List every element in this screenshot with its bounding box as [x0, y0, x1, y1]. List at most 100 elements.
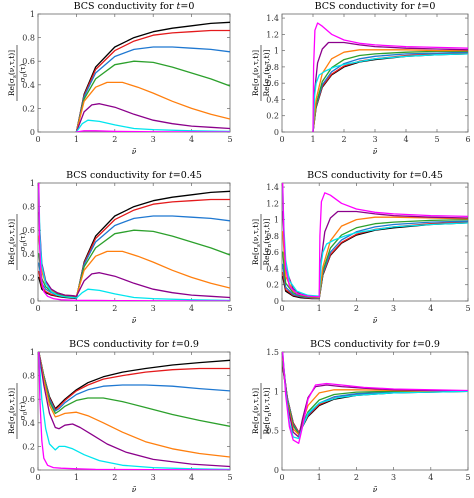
- y-label-numerator-sub: s: [256, 413, 262, 416]
- chart-title-prefix: BCS conductivity for: [307, 170, 410, 181]
- y-axis-label: Re[σs(ν,τ,t)]Re[σn(ν,τ,t)]: [251, 214, 273, 270]
- y-tick-label: 1.5: [266, 348, 279, 357]
- series-group: [38, 183, 230, 301]
- y-tick-label: 0.8: [266, 63, 279, 72]
- x-tick-label: 3: [391, 304, 396, 313]
- y-label-denominator: σ0(τ): [18, 402, 29, 421]
- series-line-3: [312, 50, 468, 132]
- series-line-6: [282, 186, 468, 297]
- x-tick-label: 0: [35, 304, 40, 313]
- x-tick-label: 5: [227, 304, 232, 313]
- y-tick-label: 0.2: [22, 273, 35, 282]
- chart-title-var: t: [413, 339, 417, 350]
- chart-title-prefix: BCS conductivity for: [74, 1, 177, 12]
- chart-title-prefix: BCS conductivity for: [310, 339, 413, 350]
- x-tick-label: 5: [434, 135, 439, 144]
- chart-title-value: =0: [421, 1, 435, 12]
- x-tick-label: 0: [279, 473, 284, 482]
- series-line-4: [75, 81, 230, 132]
- x-tick-label: 2: [354, 304, 359, 313]
- series-line-3: [38, 229, 230, 298]
- y-label-numerator: Re[σs(ν,τ,t)]: [251, 219, 262, 265]
- y-tick-label: 0.8: [22, 203, 35, 212]
- y-label-denominator-sub: 0: [23, 73, 29, 77]
- chart-title: BCS conductivity for t=0.9: [310, 339, 440, 350]
- y-label-denominator: σ0(τ): [18, 64, 29, 83]
- y-label-denominator-rest: (τ): [18, 64, 27, 74]
- y-tick-label: 0.8: [22, 34, 35, 43]
- series-line-5: [75, 103, 230, 132]
- y-tick-label: 0.8: [22, 372, 35, 381]
- chart-panel-0: BCS conductivity for t=0 0 1 2 3 4 5 0 0.2 0.4 0.6…: [7, 1, 233, 156]
- y-axis-label: Re[σs(ν,τ,t)]σ0(τ): [7, 383, 29, 439]
- series-line-5: [282, 355, 468, 438]
- chart-panel-5: BCS conductivity for t=0.9 0 1 2 3 4 5 0 0.5 1 1.5…: [251, 339, 471, 494]
- y-label-denominator-sub: n: [267, 243, 273, 247]
- x-axis-label: ν̃: [373, 316, 378, 325]
- chart-title: BCS conductivity for t=0.45: [307, 170, 443, 181]
- y-tick-label: 0.4: [22, 250, 35, 259]
- x-tick-label: 5: [465, 473, 470, 482]
- y-label-denominator-sub: 0: [23, 242, 29, 246]
- series-line-0: [75, 21, 230, 132]
- y-label-numerator-rest: (ν,τ,t)]: [251, 388, 260, 413]
- y-label-numerator-main: Re[σ: [7, 416, 16, 434]
- x-tick-label: 0: [279, 304, 284, 313]
- x-tick-label: 0: [35, 473, 40, 482]
- y-label-numerator-sub: s: [12, 413, 18, 416]
- y-label-denominator: σ0(τ): [18, 233, 29, 252]
- y-tick-label: 1.2: [266, 30, 279, 39]
- x-tick-label: 1: [317, 304, 322, 313]
- y-label-numerator-sub: s: [12, 75, 18, 78]
- x-tick-label: 4: [428, 473, 433, 482]
- y-tick-label: 0.6: [266, 248, 279, 257]
- series-line-1: [282, 221, 468, 300]
- y-label-numerator: Re[σs(ν,τ,t)]: [251, 388, 262, 434]
- series-line-3: [38, 352, 230, 427]
- x-axis-label: ν̃: [132, 485, 137, 494]
- chart-title-value: =0.9: [417, 339, 440, 350]
- x-tick-label: 5: [465, 304, 470, 313]
- series-line-3: [282, 218, 468, 299]
- x-tick-label: 1: [74, 304, 79, 313]
- series-line-6: [38, 352, 230, 470]
- chart-title-prefix: BCS conductivity for: [315, 1, 418, 12]
- x-tick-label: 4: [403, 135, 408, 144]
- x-tick-label: 1: [74, 473, 79, 482]
- series-line-2: [38, 352, 230, 412]
- x-tick-label: 3: [151, 135, 156, 144]
- y-tick-label: 0.4: [22, 419, 35, 428]
- y-label-denominator: Re[σn(ν,τ,t)]: [262, 49, 273, 96]
- x-tick-label: 2: [112, 304, 117, 313]
- x-tick-label: 2: [341, 135, 346, 144]
- chart-panel-1: BCS conductivity for t=0 0 1 2 3 4 5 6 0 0.2 0.4 0.…: [251, 1, 471, 156]
- y-axis-label: Re[σs(ν,τ,t)]σ0(τ): [7, 45, 29, 101]
- x-tick-label: 3: [151, 473, 156, 482]
- y-label-numerator: Re[σs(ν,τ,t)]: [7, 388, 18, 434]
- y-label-numerator-sub: s: [256, 75, 262, 78]
- y-label-denominator-sub: n: [267, 412, 273, 416]
- y-label-denominator-rest: (ν,τ,t)]: [262, 218, 271, 243]
- series-line-7: [38, 352, 230, 470]
- x-tick-label: 1: [74, 135, 79, 144]
- x-tick-label: 3: [372, 135, 377, 144]
- plot-frame: [281, 182, 469, 302]
- series-line-1: [75, 29, 230, 132]
- series-line-7: [75, 130, 230, 132]
- x-tick-label: 1: [310, 135, 315, 144]
- y-label-denominator-main: σ: [18, 415, 27, 420]
- series-line-6: [75, 119, 230, 132]
- series-line-2: [282, 220, 468, 299]
- y-tick-label: 1: [274, 387, 279, 396]
- y-tick-label: 1: [30, 348, 35, 357]
- y-label-numerator-rest: (ν,τ,t)]: [7, 50, 16, 75]
- y-tick-label: 0.6: [22, 57, 35, 66]
- x-tick-label: 5: [227, 135, 232, 144]
- series-line-0: [282, 222, 468, 300]
- y-label-denominator: Re[σn(ν,τ,t)]: [262, 218, 273, 265]
- series-line-4: [282, 357, 468, 436]
- chart-title: BCS conductivity for t=0: [315, 1, 436, 12]
- y-label-denominator-main: Re[σ: [262, 416, 271, 434]
- chart-title: BCS conductivity for t=0: [74, 1, 195, 12]
- series-group: [312, 22, 468, 132]
